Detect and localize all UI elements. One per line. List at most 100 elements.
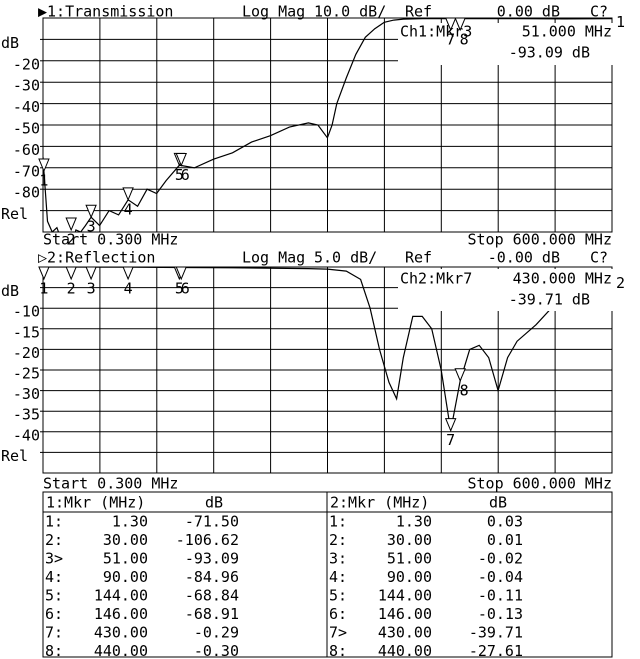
marker-readout: -39.71 dB bbox=[509, 291, 590, 309]
table-cell: 430.00 bbox=[94, 624, 148, 642]
marker bbox=[122, 266, 134, 281]
table-header: 1:Mkr (MHz) bbox=[46, 494, 145, 512]
y-tick-label: Rel bbox=[1, 205, 28, 223]
table-cell: -0.29 bbox=[194, 624, 239, 642]
table-cell: -27.61 bbox=[469, 642, 523, 659]
y-tick-label: -30 bbox=[13, 385, 40, 403]
marker-label: 3 bbox=[87, 280, 96, 298]
table-cell: -0.13 bbox=[478, 605, 523, 623]
marker-label: 3 bbox=[87, 218, 96, 236]
table-cell: -68.91 bbox=[185, 605, 239, 623]
marker bbox=[65, 266, 77, 281]
table-header: dB bbox=[205, 494, 223, 512]
table-cell: -0.11 bbox=[478, 587, 523, 605]
table-cell: -39.71 bbox=[469, 624, 523, 642]
marker-readout: -93.09 dB bbox=[509, 44, 590, 62]
marker-label: 6 bbox=[181, 166, 190, 184]
y-tick-label: -25 bbox=[13, 365, 40, 383]
marker bbox=[38, 266, 50, 281]
table-cell: -71.50 bbox=[185, 513, 239, 531]
marker bbox=[122, 187, 134, 202]
y-tick-label: -35 bbox=[13, 406, 40, 424]
marker-readout: Ch1:Mkr3 bbox=[400, 23, 472, 41]
ref-value: -0.00 dB bbox=[488, 249, 560, 267]
table-cell: -0.30 bbox=[194, 642, 239, 659]
ref-value: 0.00 dB bbox=[497, 3, 560, 21]
table-cell: -106.62 bbox=[176, 531, 239, 549]
marker bbox=[444, 418, 457, 432]
table-cell: 1.30 bbox=[396, 513, 432, 531]
marker bbox=[175, 266, 187, 281]
table-cell: 0.01 bbox=[487, 531, 523, 549]
table-cell: 430.00 bbox=[378, 624, 432, 642]
y-tick-label: -40 bbox=[13, 98, 40, 116]
table-cell: 30.00 bbox=[387, 531, 432, 549]
table-cell: 0.03 bbox=[487, 513, 523, 531]
y-tick-label: -20 bbox=[13, 55, 40, 73]
start-label: Start 0.300 MHz bbox=[43, 231, 178, 249]
y-tick-label: -15 bbox=[13, 323, 40, 341]
y-tick-label: Rel bbox=[1, 447, 28, 465]
marker-label: 5 bbox=[175, 166, 184, 184]
y-tick-label: -20 bbox=[13, 344, 40, 362]
table-cell: 1: bbox=[45, 513, 63, 531]
table-cell: 51.00 bbox=[387, 550, 432, 568]
scale: 5.0 dB/ bbox=[314, 249, 377, 267]
table-cell: -93.09 bbox=[185, 550, 239, 568]
y-tick-label: -80 bbox=[13, 184, 40, 202]
trace-title: ▷2:Reflection bbox=[38, 249, 155, 267]
table-cell: 2: bbox=[45, 531, 63, 549]
marker bbox=[85, 266, 97, 281]
table-cell: 1: bbox=[329, 513, 347, 531]
table-cell: 6: bbox=[329, 605, 347, 623]
table-cell: 144.00 bbox=[94, 587, 148, 605]
scale: 10.0 dB/ bbox=[314, 3, 386, 21]
table-cell: 3: bbox=[329, 550, 347, 568]
table-cell: 440.00 bbox=[378, 642, 432, 659]
y-tick-label: -40 bbox=[13, 426, 40, 444]
table-cell: -0.04 bbox=[478, 568, 523, 586]
table-cell: 51.00 bbox=[103, 550, 148, 568]
marker-label: 7 bbox=[446, 31, 455, 49]
channel-label: 2 bbox=[616, 274, 625, 292]
table-cell: 7> bbox=[329, 624, 347, 642]
marker bbox=[38, 158, 50, 173]
ref-label: Ref bbox=[405, 249, 432, 267]
marker-label: 6 bbox=[181, 280, 190, 298]
table-cell: 2: bbox=[329, 531, 347, 549]
y-tick-label: -30 bbox=[13, 77, 40, 95]
table-cell: 90.00 bbox=[103, 568, 148, 586]
table-cell: 1.30 bbox=[112, 513, 148, 531]
table-cell: 8: bbox=[329, 642, 347, 659]
marker bbox=[85, 204, 97, 219]
table-cell: 30.00 bbox=[103, 531, 148, 549]
marker bbox=[444, 17, 457, 32]
ref-label: Ref bbox=[405, 3, 432, 21]
table-cell: 6: bbox=[45, 605, 63, 623]
channel-label: 1 bbox=[616, 13, 625, 31]
marker-readout: Ch2:Mkr7 bbox=[400, 270, 472, 288]
trace-title: ▶1:Transmission bbox=[38, 3, 173, 21]
table-cell: 146.00 bbox=[378, 605, 432, 623]
y-tick-label: -70 bbox=[13, 162, 40, 180]
marker-label: 2 bbox=[67, 280, 76, 298]
table-cell: 5: bbox=[45, 587, 63, 605]
marker-label: 2 bbox=[67, 231, 76, 249]
y-tick-label: -10 bbox=[13, 303, 40, 321]
table-header: 2:Mkr (MHz) bbox=[330, 494, 429, 512]
table-cell: -84.96 bbox=[185, 568, 239, 586]
y-tick-label: dB bbox=[1, 34, 19, 52]
marker bbox=[454, 17, 466, 32]
y-tick-label: -60 bbox=[13, 141, 40, 159]
marker-label: 4 bbox=[124, 280, 133, 298]
table-cell: 3> bbox=[45, 550, 63, 568]
table-cell: 144.00 bbox=[378, 587, 432, 605]
table-header: dB bbox=[489, 494, 507, 512]
table-cell: 90.00 bbox=[387, 568, 432, 586]
table-cell: 4: bbox=[45, 568, 63, 586]
table-cell: 440.00 bbox=[94, 642, 148, 659]
marker-label: 1 bbox=[39, 280, 48, 298]
marker-label: 8 bbox=[460, 31, 469, 49]
